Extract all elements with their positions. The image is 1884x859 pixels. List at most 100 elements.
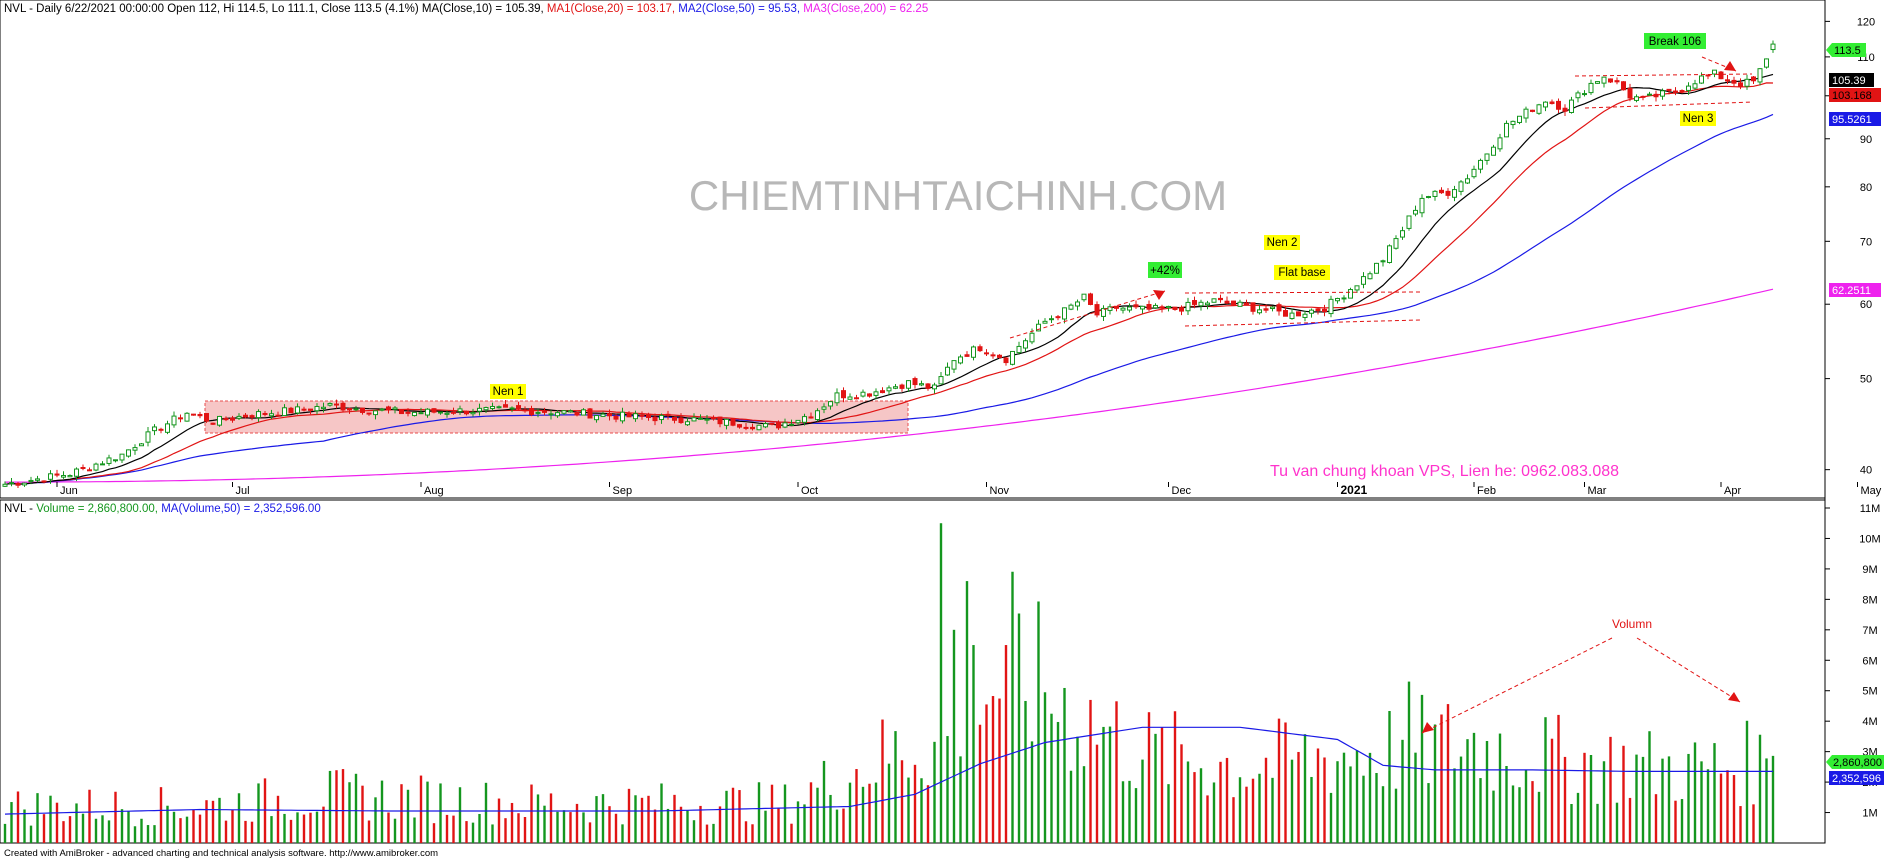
candle <box>107 458 111 464</box>
date-tick-label: Apr <box>1724 485 1741 497</box>
candle <box>10 483 14 484</box>
candle <box>1154 305 1158 307</box>
candle <box>88 470 92 471</box>
volume-bar <box>82 814 84 843</box>
volume-bar <box>101 815 103 843</box>
candle <box>1167 306 1171 307</box>
candle <box>36 479 40 480</box>
volume-bar <box>485 783 487 843</box>
price-tick-label: 40 <box>1860 465 1872 477</box>
tag-volume: 2,860,800 <box>1826 755 1884 769</box>
volume-bar <box>75 803 77 843</box>
candle <box>367 413 371 414</box>
candle <box>666 414 670 415</box>
candle <box>1622 82 1626 90</box>
candle <box>1550 102 1554 104</box>
candle <box>1648 94 1652 95</box>
candle <box>517 406 521 409</box>
svg-text:Nen 2: Nen 2 <box>1267 237 1298 249</box>
candle <box>1362 277 1366 285</box>
volume-bar <box>556 812 558 843</box>
candle <box>1563 108 1567 111</box>
candle <box>712 418 716 419</box>
candle <box>257 412 261 418</box>
volume-bar <box>1681 799 1683 843</box>
volume-bar <box>1538 792 1540 843</box>
candle <box>296 407 300 413</box>
date-tick-label: Nov <box>990 485 1010 497</box>
volume-bar <box>212 801 214 843</box>
candle <box>218 416 222 425</box>
candle <box>1771 44 1775 49</box>
candle <box>757 425 761 429</box>
volume-bar <box>537 794 539 843</box>
candle <box>705 419 709 420</box>
candle <box>1056 317 1060 318</box>
volume-bar <box>465 821 467 843</box>
candle <box>244 415 248 417</box>
volume-bar <box>979 725 981 843</box>
volume-tick-label: 8M <box>1862 594 1877 606</box>
volume-bar <box>166 806 168 843</box>
volume-bar <box>927 785 929 843</box>
candle <box>1329 299 1333 313</box>
volume-tick-label: 7M <box>1862 625 1877 637</box>
candle <box>595 416 599 420</box>
volume-bar <box>316 812 318 843</box>
candle <box>1752 77 1756 81</box>
volume-bar <box>173 812 175 843</box>
candle <box>133 448 137 451</box>
candle <box>1089 294 1093 305</box>
candle <box>770 423 774 424</box>
candle <box>575 412 579 415</box>
volume-bar <box>1083 766 1085 843</box>
volume-bar <box>641 798 643 843</box>
candle <box>328 403 332 405</box>
candle <box>627 413 631 416</box>
candle <box>1420 198 1424 212</box>
volume-bar <box>530 785 532 843</box>
candle <box>1440 190 1444 192</box>
tag-close: 113.5 <box>1826 43 1866 57</box>
volume-bar <box>875 783 877 843</box>
candle <box>484 408 488 410</box>
volume-bar <box>920 778 922 843</box>
volume-bar <box>439 783 441 843</box>
candle <box>588 409 592 418</box>
candle <box>1498 138 1502 149</box>
candle <box>1505 123 1509 136</box>
volume-bar <box>1382 786 1384 843</box>
volume-bar <box>413 818 415 843</box>
candle <box>1284 311 1288 317</box>
candle <box>231 418 235 420</box>
volume-bar <box>1291 760 1293 843</box>
volume-bar <box>1070 771 1072 843</box>
candle <box>1537 105 1541 114</box>
candle <box>400 410 404 414</box>
candle <box>270 414 274 416</box>
volume-bar <box>348 782 350 843</box>
volume-bar <box>985 704 987 843</box>
candle <box>1706 75 1710 76</box>
candle <box>1739 83 1743 87</box>
candle <box>166 424 170 432</box>
volume-bar <box>1570 804 1572 843</box>
volume-bar <box>426 782 428 843</box>
candle <box>1297 312 1301 316</box>
candle <box>1050 319 1054 320</box>
candle <box>1602 77 1606 83</box>
candle <box>179 418 183 419</box>
candle <box>900 385 904 388</box>
candle <box>1349 290 1353 299</box>
candle <box>419 413 423 414</box>
volume-bar <box>374 797 376 843</box>
volume-bar <box>134 826 136 843</box>
candle <box>1115 306 1119 308</box>
candle <box>1225 301 1229 303</box>
candle <box>49 474 53 480</box>
candle <box>341 403 345 410</box>
candle <box>536 412 540 413</box>
candle <box>1290 313 1294 318</box>
volume-bar <box>1200 768 1202 843</box>
